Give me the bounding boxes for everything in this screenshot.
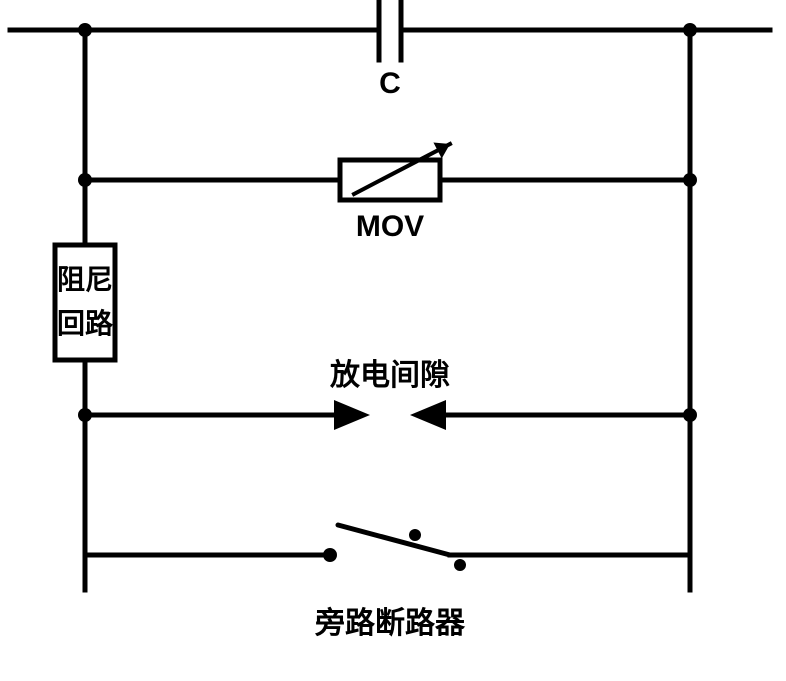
mov-label: MOV [356, 210, 424, 243]
bypass-breaker-label: 旁路断路器 [314, 606, 466, 640]
spark-gap-label: 放电间隙 [329, 359, 450, 392]
capacitor-label: C [379, 67, 401, 100]
damping-label-line2: 回路 [57, 308, 114, 339]
damping-label-line1: 阻尼 [57, 264, 113, 295]
